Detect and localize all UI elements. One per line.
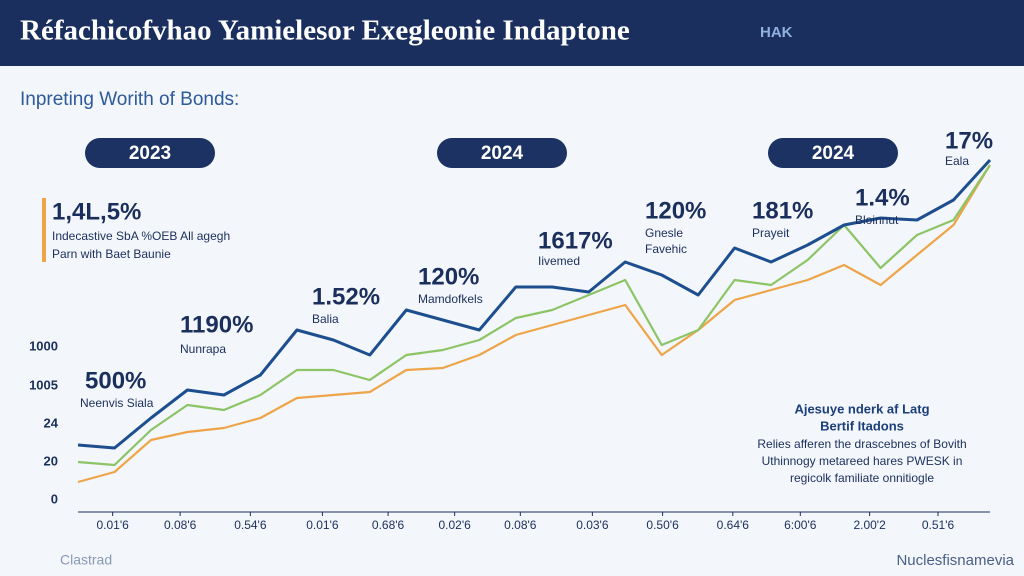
period-label: 2024 — [812, 143, 855, 164]
y-tick-label: 1000 — [29, 338, 58, 353]
badge: HAK — [760, 24, 793, 41]
accent-bar — [42, 198, 46, 262]
period-label: 2023 — [129, 143, 171, 164]
annotation-caption: Gnesle — [645, 226, 683, 240]
series-line — [77, 164, 991, 467]
annotation-caption: Iivemed — [538, 254, 580, 268]
period-pill — [85, 138, 215, 168]
period-label: 2024 — [481, 143, 524, 164]
title: Réfachicofvhao Yamielesor Exegleonie Ind… — [20, 15, 630, 47]
x-tick-label: 6:00'6 — [784, 518, 817, 532]
note-title: Bertif Itadons — [820, 418, 904, 433]
annotation-caption: Neenvis Siala — [80, 396, 154, 410]
annotation-caption: Mamdofkels — [418, 292, 483, 306]
plot: 0 20 24 1005 1000 0.01'6 0.08'6 0.54'6 0.01'6 0.6… — [29, 158, 992, 532]
x-tick-label: 0.01'6 — [306, 518, 339, 532]
x-tick-label: 0.64'6 — [717, 518, 750, 532]
note-line: regicolk familiate onnitiogle — [790, 471, 934, 485]
x-tick-label: 0.08'6 — [164, 518, 197, 532]
y-tick-label: 24 — [44, 415, 59, 430]
annotation-value: 1617% — [538, 227, 613, 254]
note-line: Relies afferen the drascebnes of Bovith — [757, 437, 966, 451]
annotation-value: 181% — [752, 197, 813, 224]
subtitle: Inpreting Worith of Bonds: — [20, 89, 239, 110]
series-line — [77, 158, 992, 450]
footer-right: Nuclesfisnamevia — [896, 552, 1014, 569]
annotation-caption: Nunrapa — [180, 342, 226, 356]
period-pill — [437, 138, 567, 168]
y-tick-label: 20 — [44, 453, 58, 468]
annotation-value: 1.4% — [855, 184, 910, 211]
footer-left: Clastrad — [60, 552, 112, 568]
y-tick-label: 1005 — [29, 377, 58, 392]
note-line: Uthinnogy metareed hares PWESK in — [762, 454, 963, 468]
annotation-caption: Prayeit — [752, 226, 790, 240]
annotation-caption: Balia — [312, 312, 339, 326]
x-tick-label: 0.08'6 — [504, 518, 537, 532]
note-title: Ajesuye nderk af Latg — [794, 401, 929, 416]
annotation-caption: Favehic — [645, 242, 687, 256]
x-tick-label: 0.01'6 — [96, 518, 129, 532]
annotation-value: 120% — [418, 263, 479, 290]
annotation-caption: Indecastive SbA %OEB All agegh — [52, 229, 230, 243]
annotation-value: 500% — [85, 367, 146, 394]
annotation-value: 1.52% — [312, 283, 380, 310]
x-tick-label: 2.00'2 — [853, 518, 886, 532]
annotation-value: 1,4L,5% — [52, 198, 141, 225]
annotation-value: 17% — [945, 127, 993, 154]
header-band — [0, 0, 1024, 66]
period-pill — [768, 138, 898, 168]
x-tick-label: 0.68'6 — [372, 518, 405, 532]
x-tick-label: 0.54'6 — [234, 518, 267, 532]
x-tick-label: 0.03'6 — [576, 518, 609, 532]
annotation-caption: Bloinnut — [855, 213, 899, 227]
x-tick-label: 0.02'6 — [438, 518, 471, 532]
x-tick-label: 0.51'6 — [922, 518, 955, 532]
annotation-value: 120% — [645, 197, 706, 224]
annotation-caption: Eala — [945, 154, 969, 168]
annotation-caption: Parn with Baet Baunie — [52, 247, 171, 261]
x-tick-label: 0.50'6 — [646, 518, 679, 532]
y-tick-label: 0 — [51, 491, 58, 506]
annotation-value: 1190% — [180, 311, 253, 338]
series-line — [77, 164, 991, 484]
